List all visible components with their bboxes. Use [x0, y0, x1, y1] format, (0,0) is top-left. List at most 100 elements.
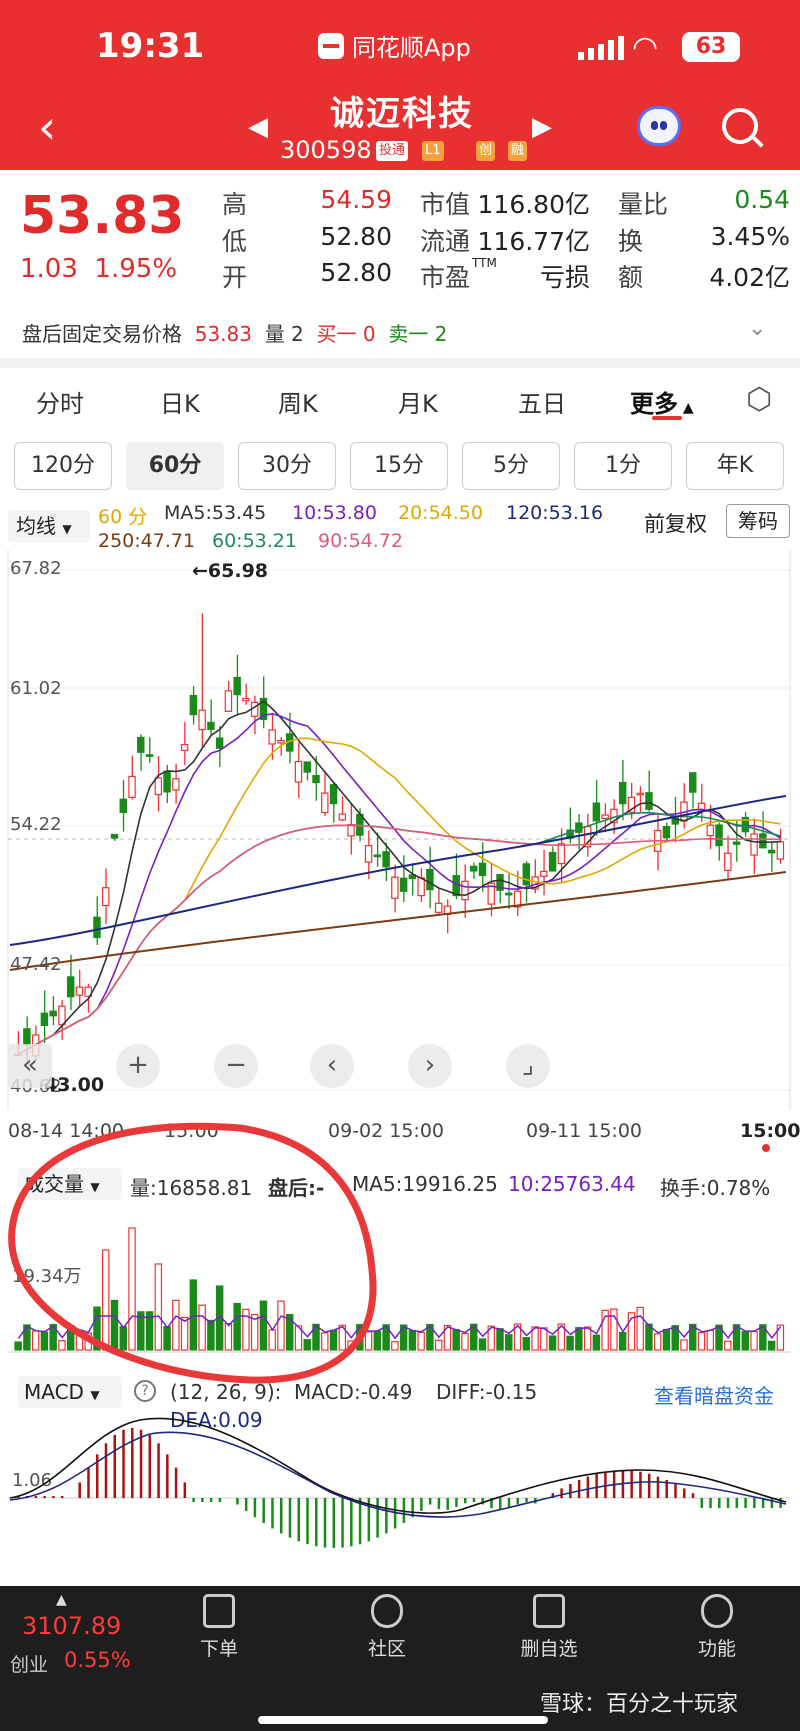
minus-box-icon: [533, 1594, 565, 1628]
low-marker: 43.00: [44, 1074, 105, 1096]
search-icon[interactable]: [722, 108, 758, 144]
period-button[interactable]: 5分: [462, 442, 560, 490]
index-value[interactable]: 3107.89: [22, 1612, 122, 1640]
scroll-left-icon[interactable]: ‹: [310, 1044, 354, 1088]
period-button[interactable]: 15分: [350, 442, 448, 490]
quote-label: 额: [618, 263, 644, 292]
quote-value: 52.80: [320, 222, 392, 251]
quote-value: 116.77亿: [477, 227, 590, 256]
expand-chevron-down-icon[interactable]: ⌄: [748, 316, 767, 341]
y-label-top: 67.82: [10, 558, 62, 579]
ma-legend-item: 20:54.50: [398, 502, 483, 524]
nav-functions[interactable]: 功能: [662, 1594, 772, 1661]
nav-remove-watchlist[interactable]: 删自选: [494, 1594, 604, 1661]
tab-fenshi[interactable]: 分时: [36, 390, 84, 418]
x-label-5: 15:00: [740, 1120, 800, 1142]
nav-community[interactable]: 社区: [332, 1594, 442, 1661]
period-button[interactable]: 120分: [14, 442, 112, 490]
macd-dea: DEA:0.09: [170, 1408, 263, 1432]
quote-label: 低: [222, 227, 248, 256]
quote-label: 开: [222, 263, 248, 292]
bottom-nav-bar: ▲ 3107.89 创业 0.55% 下单 社区 删自选 功能 雪球：百分之十玩…: [0, 1586, 800, 1731]
tag-l1: L1: [422, 141, 444, 161]
tab-more[interactable]: 更多 ▲: [630, 390, 694, 418]
status-time: 19:31: [96, 26, 205, 66]
volume-ma5: MA5:19916.25: [352, 1172, 498, 1196]
kline-chart[interactable]: [0, 550, 800, 1110]
period-button[interactable]: 60分: [126, 442, 224, 490]
high-marker: ←65.98: [192, 560, 269, 582]
x-label-4: 09-11 15:00: [526, 1120, 643, 1142]
hand-drawn-circle-annotation: [8, 1122, 377, 1384]
quote-value: 3.45%: [710, 222, 790, 251]
quote-label: 高: [222, 190, 248, 219]
next-stock-icon[interactable]: ▶: [532, 112, 552, 142]
ma-legend-item: 60 分: [98, 506, 148, 528]
macd-selector[interactable]: MACD ▼: [18, 1376, 122, 1408]
volume-amount: 量:16858.81: [130, 1176, 253, 1200]
divider: [0, 358, 800, 368]
zoom-out-icon[interactable]: −: [214, 1044, 258, 1088]
macd-value: MACD:-0.49: [294, 1380, 413, 1404]
period-button[interactable]: 1分: [574, 442, 672, 490]
battery-icon: 63: [682, 32, 740, 62]
stock-code: 300598: [280, 136, 372, 164]
volume-ma10: 10:25763.44: [508, 1172, 636, 1196]
macd-chart[interactable]: [0, 1410, 800, 1560]
quote-label: 流通: [420, 227, 471, 256]
ma-legend-item: 120:53.16: [506, 502, 604, 524]
app-header: 19:31 同花顺App ◠ 63 ‹ ◀ 诚迈科技 ▶ 300598 投通 L…: [0, 0, 800, 170]
menu-circle-icon: [701, 1594, 733, 1628]
wifi-icon: ◠: [632, 30, 659, 65]
triangle-up-icon: ▲: [56, 1592, 67, 1608]
x-label-3: 09-02 15:00: [328, 1120, 445, 1142]
help-icon[interactable]: ?: [134, 1380, 156, 1402]
y-label-4: 47.42: [10, 954, 62, 975]
home-indicator[interactable]: [258, 1716, 548, 1724]
chips-button[interactable]: 筹码: [726, 504, 790, 538]
active-tab-indicator: [652, 416, 682, 420]
period-button[interactable]: 年K: [686, 442, 784, 490]
quote-label: 市值: [420, 190, 471, 219]
scroll-right-icon[interactable]: ›: [408, 1044, 452, 1088]
prev-stock-icon[interactable]: ◀: [248, 112, 268, 142]
tab-month-k[interactable]: 月K: [398, 390, 438, 418]
y-label-3: 54.22: [10, 814, 62, 835]
current-price: 53.83: [20, 186, 185, 246]
ma-selector[interactable]: 均线 ▼: [8, 510, 90, 542]
signal-icon: [578, 36, 624, 60]
app-title: 同花顺App: [318, 28, 471, 63]
assistant-robot-icon[interactable]: [637, 106, 681, 146]
period-button[interactable]: 30分: [238, 442, 336, 490]
tab-day-k[interactable]: 日K: [160, 390, 200, 418]
stock-name: 诚迈科技: [330, 94, 474, 134]
tab-week-k[interactable]: 周K: [278, 390, 318, 418]
quote-label: 换: [618, 227, 644, 256]
tab-five-day[interactable]: 五日: [518, 390, 566, 418]
app-logo-icon: [318, 32, 344, 59]
quote-label: 量比: [618, 190, 669, 219]
volume-turnover: 换手:0.78%: [660, 1176, 771, 1200]
ttm-superscript: TTM: [472, 256, 497, 270]
quote-label: 市盈: [420, 263, 471, 292]
back-button[interactable]: ‹: [38, 100, 57, 154]
volume-y-label: 19.34万: [12, 1266, 82, 1287]
quote-value: 116.80亿: [477, 190, 590, 219]
volume-after-hours: 盘后:-: [268, 1176, 325, 1200]
after-hours-row[interactable]: 盘后固定交易价格 53.83 量 2 买一 0 卖一 2: [22, 322, 448, 346]
star-circle-icon: [371, 1594, 403, 1628]
nav-order[interactable]: 下单: [164, 1594, 274, 1661]
live-dot: [762, 1144, 770, 1152]
candles: [14, 613, 785, 1064]
zoom-in-icon[interactable]: +: [116, 1044, 160, 1088]
ma-legend-item: MA5:53.45: [164, 502, 267, 524]
fuquan-button[interactable]: 前复权: [644, 512, 707, 536]
fullscreen-icon[interactable]: ⌟: [506, 1044, 550, 1088]
tag-rong: 融: [508, 141, 528, 161]
dark-pool-link[interactable]: 查看暗盘资金: [654, 1384, 774, 1408]
quote-value: 52.80: [320, 258, 392, 287]
quote-value: 0.54: [734, 185, 790, 214]
ma-legend-item: 250:47.71: [98, 530, 196, 552]
collapse-icon[interactable]: «: [8, 1044, 52, 1088]
settings-hexagon-icon[interactable]: ⬡: [746, 382, 773, 417]
